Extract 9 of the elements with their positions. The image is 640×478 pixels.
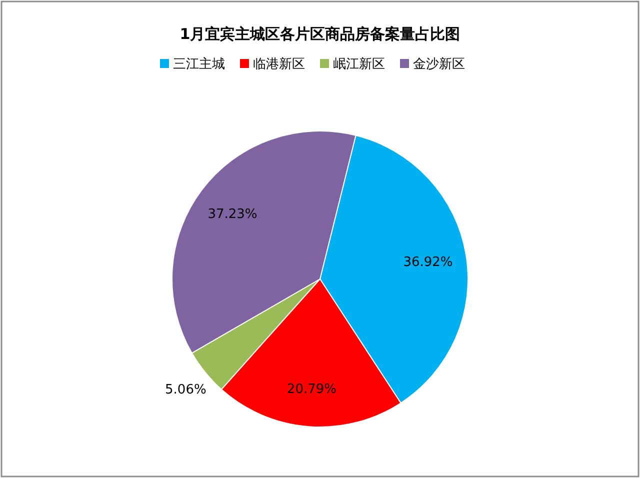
legend-label: 临港新区 — [253, 57, 305, 72]
chart-title: 1月宜宾主城区各片区商品房备案量占比图 — [180, 25, 460, 43]
legend-label: 三江主城 — [173, 56, 225, 72]
data-label: 36.92% — [403, 254, 453, 270]
data-label: 20.79% — [286, 382, 337, 398]
data-label: 5.06% — [165, 382, 206, 398]
legend-label: 金沙新区 — [413, 57, 465, 72]
data-label: 37.23% — [208, 207, 258, 222]
legend-label: 岷江新区 — [333, 57, 385, 72]
